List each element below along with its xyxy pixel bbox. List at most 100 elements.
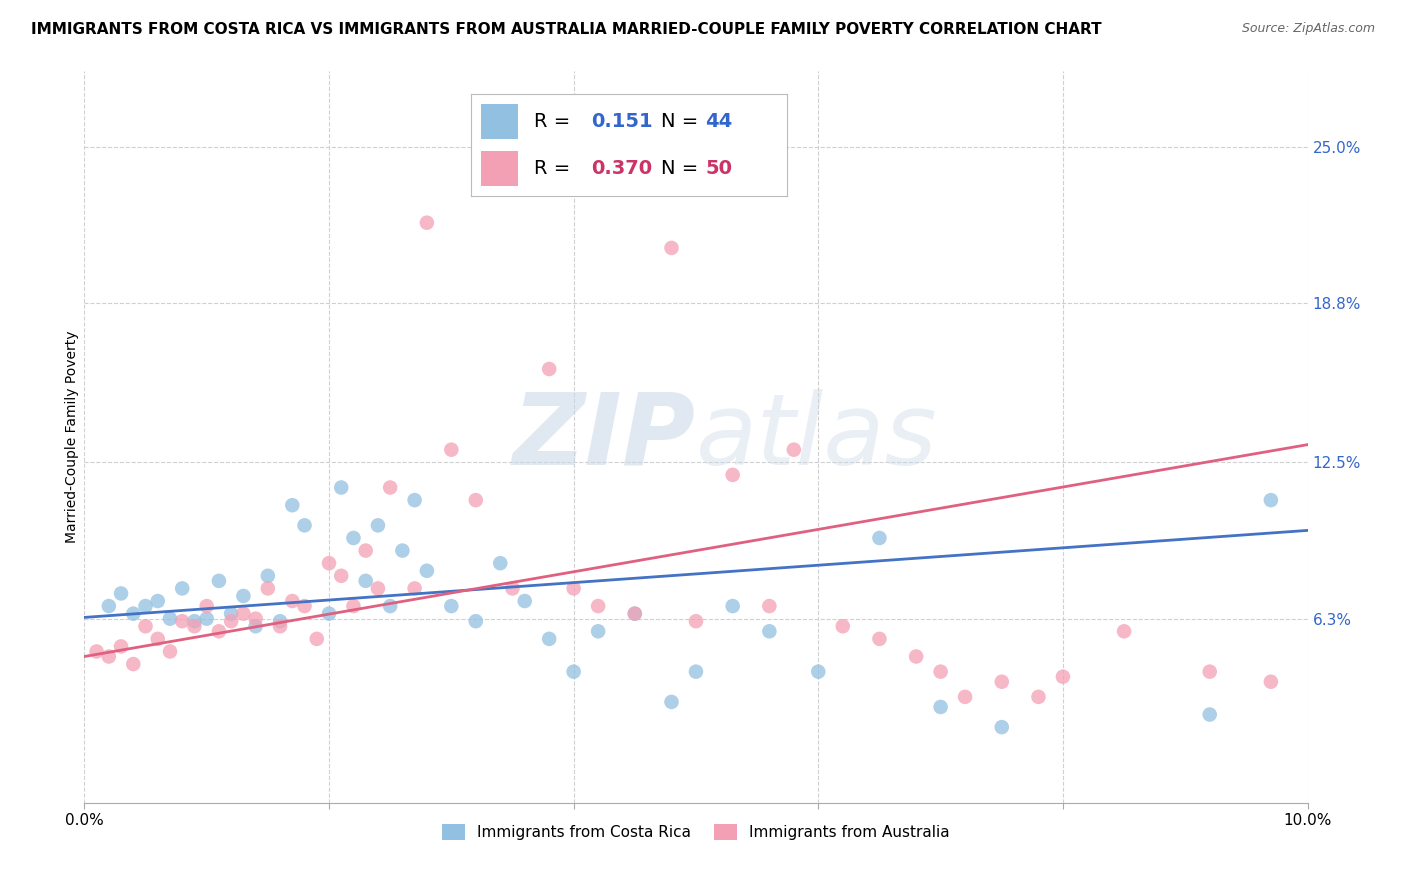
Point <box>97 649 120 664</box>
Point <box>991 720 1014 734</box>
Point <box>342 531 364 545</box>
Point <box>159 612 181 626</box>
Point <box>869 632 891 646</box>
Point <box>245 619 267 633</box>
Point <box>502 582 524 596</box>
Point <box>135 599 157 613</box>
Point <box>562 582 585 596</box>
Text: R =: R = <box>534 112 583 131</box>
Point <box>219 614 242 628</box>
Point <box>905 649 928 664</box>
Text: 0.370: 0.370 <box>592 159 652 178</box>
Point <box>183 619 205 633</box>
Point <box>1114 624 1136 639</box>
Point <box>440 599 463 613</box>
Point <box>929 700 952 714</box>
Point <box>330 569 353 583</box>
Point <box>929 665 952 679</box>
Point <box>110 640 132 654</box>
Point <box>294 518 316 533</box>
Point <box>146 632 169 646</box>
Point <box>1260 493 1282 508</box>
Point <box>294 599 316 613</box>
Point <box>953 690 976 704</box>
Point <box>404 582 426 596</box>
Point <box>318 607 340 621</box>
Y-axis label: Married-Couple Family Poverty: Married-Couple Family Poverty <box>65 331 79 543</box>
Text: 0.151: 0.151 <box>592 112 652 131</box>
Point <box>513 594 536 608</box>
Point <box>257 569 280 583</box>
Point <box>661 241 683 255</box>
Point <box>110 586 132 600</box>
Point <box>758 624 780 639</box>
Point <box>135 619 157 633</box>
Point <box>1260 674 1282 689</box>
Point <box>721 467 744 482</box>
Point <box>183 614 205 628</box>
Point <box>807 665 830 679</box>
Text: 44: 44 <box>706 112 733 131</box>
Point <box>208 624 231 639</box>
Point <box>758 599 780 613</box>
Point <box>416 564 439 578</box>
Point <box>330 481 353 495</box>
Point <box>342 599 364 613</box>
Point <box>281 498 304 512</box>
Point <box>869 531 891 545</box>
Text: N =: N = <box>661 112 704 131</box>
Point <box>159 644 181 658</box>
FancyBboxPatch shape <box>481 151 519 186</box>
FancyBboxPatch shape <box>481 104 519 139</box>
Point <box>86 644 108 658</box>
Point <box>538 362 561 376</box>
Point <box>305 632 328 646</box>
Point <box>367 518 389 533</box>
Point <box>783 442 806 457</box>
Point <box>1052 670 1074 684</box>
Point <box>195 612 218 626</box>
Text: N =: N = <box>661 159 704 178</box>
Point <box>391 543 413 558</box>
Point <box>269 619 291 633</box>
Point <box>257 582 280 596</box>
Point <box>416 216 439 230</box>
Point <box>624 607 647 621</box>
Point <box>208 574 231 588</box>
Point <box>219 607 242 621</box>
Text: atlas: atlas <box>696 389 938 485</box>
Point <box>991 674 1014 689</box>
Text: R =: R = <box>534 159 583 178</box>
Point <box>562 665 585 679</box>
Point <box>440 442 463 457</box>
Text: IMMIGRANTS FROM COSTA RICA VS IMMIGRANTS FROM AUSTRALIA MARRIED-COUPLE FAMILY PO: IMMIGRANTS FROM COSTA RICA VS IMMIGRANTS… <box>31 22 1101 37</box>
Point <box>624 607 647 621</box>
Text: 50: 50 <box>706 159 733 178</box>
Point <box>122 607 145 621</box>
Point <box>586 624 609 639</box>
Point <box>721 599 744 613</box>
Text: ZIP: ZIP <box>513 389 696 485</box>
Point <box>489 556 512 570</box>
Point <box>661 695 683 709</box>
Point <box>1198 665 1220 679</box>
Point <box>122 657 145 671</box>
Point <box>281 594 304 608</box>
Point <box>232 589 254 603</box>
Point <box>195 599 218 613</box>
Point <box>1028 690 1050 704</box>
Point <box>318 556 340 570</box>
Point <box>172 582 194 596</box>
Point <box>146 594 169 608</box>
Point <box>232 607 254 621</box>
Point <box>172 614 194 628</box>
Point <box>685 614 707 628</box>
Point <box>538 632 561 646</box>
Point <box>1198 707 1220 722</box>
Point <box>685 665 707 679</box>
Point <box>464 614 486 628</box>
Point <box>586 599 609 613</box>
Point <box>367 582 389 596</box>
Point <box>354 543 377 558</box>
Text: Source: ZipAtlas.com: Source: ZipAtlas.com <box>1241 22 1375 36</box>
